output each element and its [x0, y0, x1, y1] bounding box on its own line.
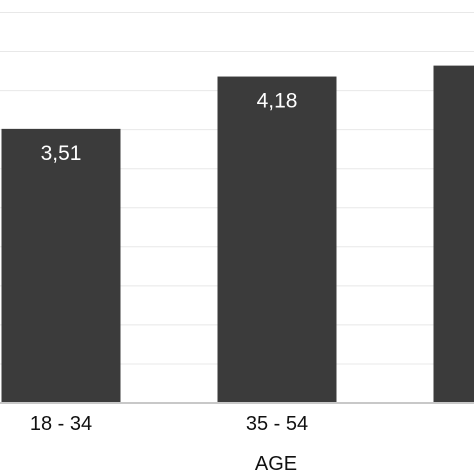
bar: [217, 76, 337, 404]
bars: 3,514,184: [1, 65, 474, 404]
x-tick-label: 35 - 54: [246, 413, 308, 435]
bar: [433, 65, 474, 403]
bar: [1, 128, 121, 403]
bar-value-label: 4,18: [257, 90, 298, 113]
x-axis-title: AGE: [255, 453, 297, 474]
x-tick-label: 18 - 34: [30, 413, 92, 435]
bar-value-label: 3,51: [41, 142, 82, 165]
